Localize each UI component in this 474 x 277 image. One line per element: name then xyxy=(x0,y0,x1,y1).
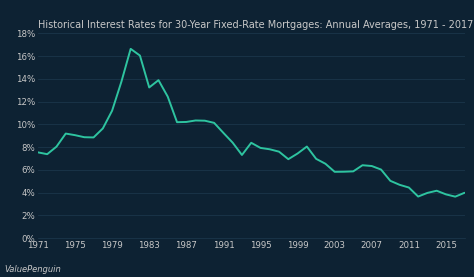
Text: Historical Interest Rates for 30-Year Fixed-Rate Mortgages: Annual Averages, 197: Historical Interest Rates for 30-Year Fi… xyxy=(38,20,474,30)
Text: ValuePenguin: ValuePenguin xyxy=(5,265,62,274)
